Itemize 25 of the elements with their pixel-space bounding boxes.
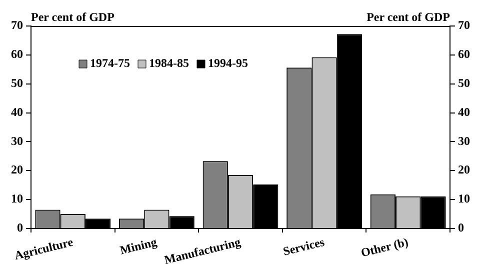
y2-tick-label: 70 — [458, 18, 470, 32]
y-tick-label: 30 — [11, 134, 23, 148]
y2-tick-label: 0 — [458, 220, 464, 235]
y-tick-label: 70 — [11, 18, 23, 32]
y-tick-label: 60 — [11, 47, 23, 62]
y-tick-label: 20 — [11, 162, 23, 177]
y-tick-label: 40 — [11, 104, 23, 119]
y2-tick-label: 40 — [458, 104, 470, 119]
y2-tick-label: 30 — [458, 134, 470, 148]
y-axis-title: Per cent of GDP — [31, 10, 114, 24]
y2-tick-label: 50 — [458, 76, 470, 90]
y2-tick-label: 60 — [458, 47, 470, 62]
legend-label: 1974-75 — [90, 56, 130, 70]
y-tick-label: 0 — [17, 220, 23, 235]
legend-label: 1984-85 — [148, 56, 189, 70]
y2-tick-label: 20 — [458, 162, 470, 177]
y-tick-label: 10 — [11, 192, 23, 206]
y2-axis-title: Per cent of GDP — [366, 10, 450, 24]
legend-label: 1994-95 — [208, 56, 248, 70]
x-tick-label: Services — [282, 234, 326, 258]
x-tick-label: Agriculture — [12, 234, 75, 263]
y2-tick-label: 10 — [458, 192, 470, 206]
y-tick-label: 50 — [11, 76, 23, 90]
x-tick-label: Other (b) — [359, 234, 410, 260]
x-tick-label: Mining — [118, 234, 158, 258]
